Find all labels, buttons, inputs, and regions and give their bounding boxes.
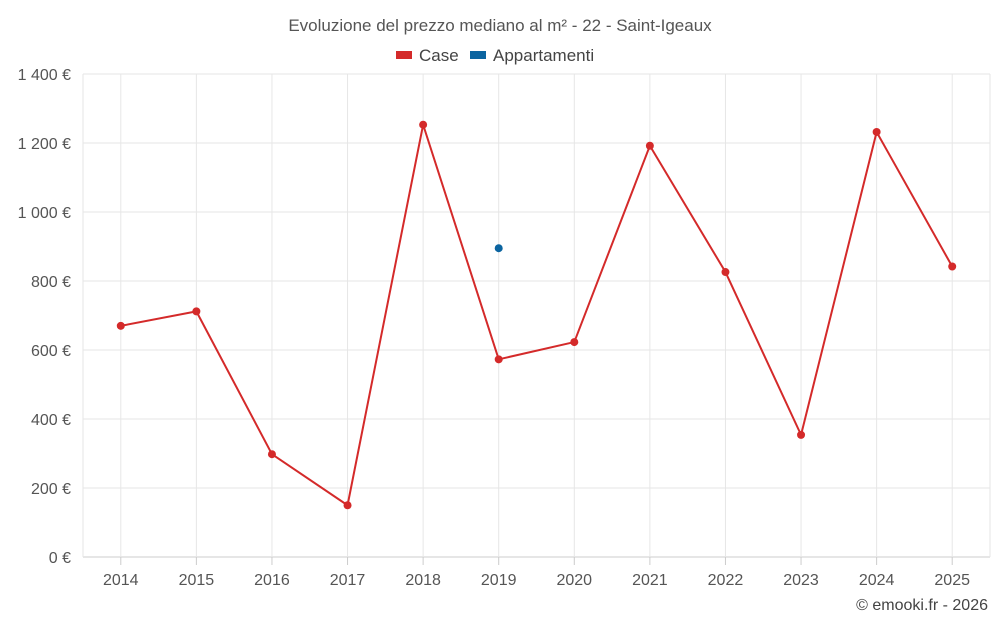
x-tick-label: 2017 — [330, 572, 366, 589]
x-tick-label: 2021 — [632, 572, 668, 589]
x-tick-label: 2025 — [934, 572, 970, 589]
y-tick-label: 200 € — [31, 481, 71, 498]
x-tick-label: 2024 — [859, 572, 895, 589]
chart-title: Evoluzione del prezzo mediano al m² - 22… — [288, 16, 712, 35]
data-point-case[interactable] — [645, 141, 654, 150]
y-tick-label: 400 € — [31, 412, 71, 429]
data-point-case[interactable] — [267, 450, 276, 459]
x-tick-label: 2014 — [103, 572, 139, 589]
y-tick-label: 1 200 € — [18, 136, 71, 153]
legend-item-appartamenti[interactable]: Appartamenti — [470, 46, 594, 65]
series-line-case — [120, 123, 954, 507]
y-tick-label: 1 000 € — [18, 205, 71, 222]
legend-item-case[interactable]: Case — [396, 46, 459, 65]
data-point-appartamenti[interactable] — [494, 244, 503, 253]
data-point-case[interactable] — [570, 338, 579, 347]
x-tick-label: 2020 — [556, 572, 592, 589]
x-tick-label: 2019 — [481, 572, 517, 589]
data-point-case[interactable] — [192, 307, 201, 316]
credit: © emooki.fr - 2026 — [856, 597, 988, 614]
legend-label-appartamenti: Appartamenti — [493, 46, 594, 65]
data-point-case[interactable] — [494, 355, 503, 364]
y-tick-label: 0 € — [49, 550, 71, 567]
grid — [82, 73, 991, 558]
y-tick-label: 600 € — [31, 343, 71, 360]
x-tick-label: 2016 — [254, 572, 290, 589]
legend: Case Appartamenti — [396, 46, 594, 65]
x-tick-label: 2023 — [783, 572, 819, 589]
data-point-case[interactable] — [872, 127, 881, 136]
x-tick-label: 2022 — [708, 572, 744, 589]
data-point-case[interactable] — [419, 120, 428, 129]
data-point-case[interactable] — [797, 430, 806, 439]
x-tick-label: 2018 — [405, 572, 441, 589]
legend-swatch-appartamenti — [470, 51, 486, 59]
legend-label-case: Case — [419, 46, 459, 65]
legend-swatch-case — [396, 51, 412, 59]
data-point-case[interactable] — [948, 262, 957, 271]
data-point-case[interactable] — [721, 268, 730, 277]
x-tick-label: 2015 — [179, 572, 215, 589]
data-point-case[interactable] — [116, 321, 125, 330]
y-tick-label: 1 400 € — [18, 67, 71, 84]
data-point-case[interactable] — [343, 501, 352, 510]
series — [116, 120, 957, 510]
axes: 0 € 200 € 400 € 600 € 800 € 1 000 € 1 200 € 1 4… — [18, 67, 970, 589]
y-tick-label: 800 € — [31, 274, 71, 291]
